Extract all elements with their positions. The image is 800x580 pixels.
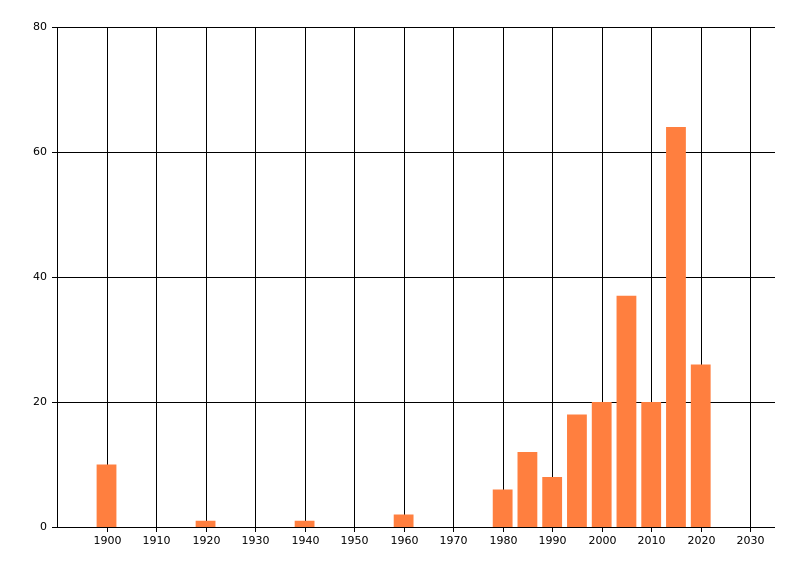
x-tick-label: 2020: [688, 534, 716, 547]
x-tick-label: 2010: [638, 534, 666, 547]
x-tick-label: 1980: [490, 534, 518, 547]
bar: [641, 402, 662, 527]
x-tick-label: 1970: [440, 534, 468, 547]
y-tick-label: 60: [33, 145, 47, 158]
x-tick-label: 1900: [94, 534, 122, 547]
bar: [195, 520, 216, 527]
bar: [96, 464, 117, 527]
y-tick-label: 40: [33, 270, 47, 283]
bar: [567, 414, 587, 527]
y-tick-label: 0: [40, 520, 47, 533]
bar: [393, 514, 414, 527]
bar: [542, 477, 563, 527]
bar: [666, 127, 686, 527]
x-tick-label: 1960: [391, 534, 419, 547]
y-tick-label: 20: [33, 395, 47, 408]
x-tick-label: 1930: [242, 534, 270, 547]
y-tick-label: 80: [33, 20, 47, 33]
x-tick-label: 1910: [143, 534, 171, 547]
bar: [591, 402, 612, 527]
bar: [690, 364, 711, 527]
x-tick-label: 1920: [193, 534, 221, 547]
x-tick-label: 1940: [292, 534, 320, 547]
bar: [616, 295, 637, 527]
x-tick-label: 2000: [589, 534, 617, 547]
x-tick-label: 1990: [539, 534, 567, 547]
x-tick-label: 2030: [737, 534, 765, 547]
bar: [517, 452, 538, 527]
bar: [492, 489, 513, 527]
x-tick-label: 1950: [341, 534, 369, 547]
bar: [294, 520, 315, 527]
